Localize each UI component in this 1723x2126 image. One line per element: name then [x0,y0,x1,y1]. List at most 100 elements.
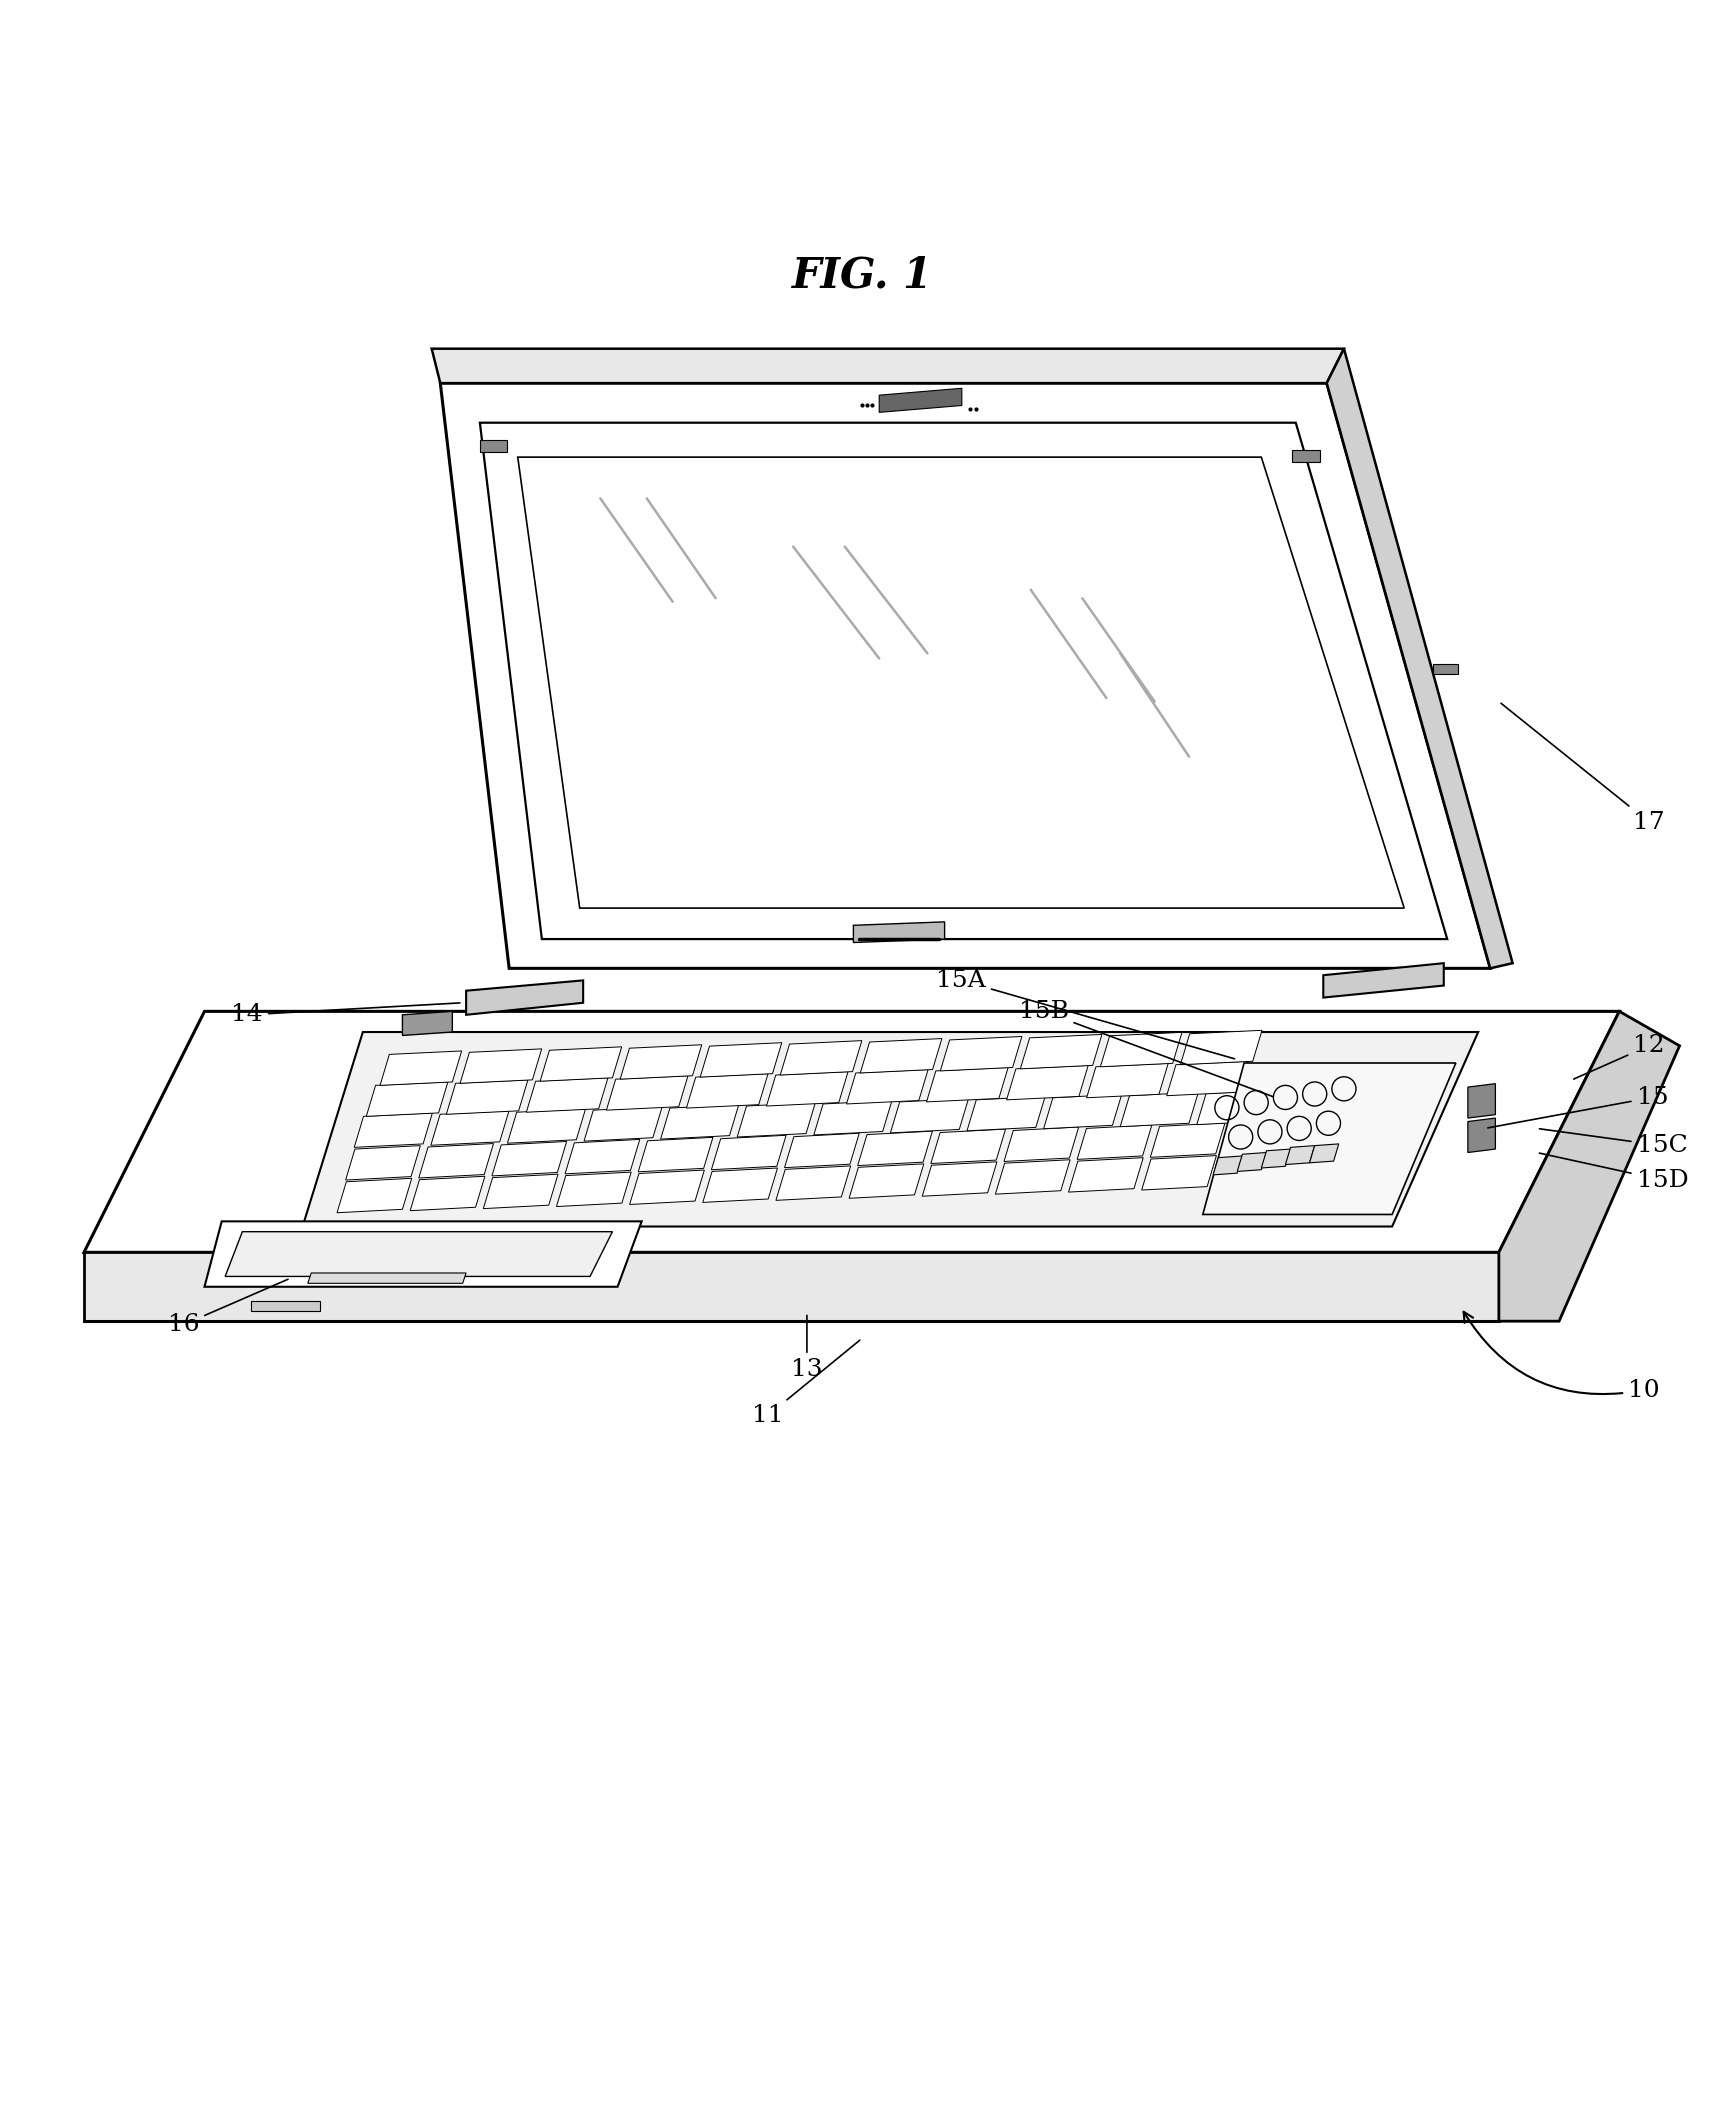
Polygon shape [889,1099,968,1133]
Polygon shape [1003,1127,1079,1161]
Polygon shape [1309,1144,1339,1163]
Polygon shape [712,1135,786,1169]
Polygon shape [629,1169,705,1205]
Polygon shape [1166,1061,1247,1095]
Polygon shape [1196,1091,1275,1125]
Polygon shape [1466,1118,1494,1152]
Text: 11: 11 [751,1339,860,1427]
Polygon shape [365,1082,448,1116]
Polygon shape [737,1103,815,1137]
Polygon shape [1141,1157,1216,1191]
Text: 14: 14 [231,1003,460,1027]
Polygon shape [1203,1063,1454,1214]
Polygon shape [858,1131,932,1165]
Polygon shape [479,423,1446,940]
Polygon shape [930,1129,1005,1163]
Text: FIG. 1: FIG. 1 [791,253,932,296]
Polygon shape [1068,1159,1142,1193]
Polygon shape [784,1133,858,1167]
Polygon shape [620,1044,701,1080]
Polygon shape [1085,1063,1168,1097]
Polygon shape [252,1301,320,1312]
Polygon shape [638,1137,713,1171]
Polygon shape [1285,1146,1315,1165]
Polygon shape [1292,451,1320,461]
Polygon shape [1180,1031,1261,1065]
Polygon shape [994,1159,1070,1195]
Polygon shape [1077,1125,1151,1159]
Polygon shape [1120,1093,1197,1127]
Polygon shape [353,1112,432,1148]
Polygon shape [539,1046,622,1082]
Polygon shape [479,440,507,453]
Polygon shape [849,1163,924,1199]
Polygon shape [1237,1152,1266,1171]
Polygon shape [1213,1157,1242,1176]
Polygon shape [303,1031,1477,1227]
Text: 13: 13 [791,1316,822,1382]
Polygon shape [1099,1033,1182,1067]
Polygon shape [439,383,1489,967]
Text: 15B: 15B [1018,999,1272,1097]
Polygon shape [922,1161,996,1197]
Polygon shape [345,1146,420,1180]
Polygon shape [482,1174,558,1208]
Polygon shape [1042,1095,1122,1129]
Polygon shape [1223,1120,1297,1154]
Polygon shape [1466,1084,1494,1118]
Polygon shape [205,1220,641,1286]
Polygon shape [410,1176,484,1210]
Polygon shape [1006,1065,1087,1099]
Polygon shape [565,1140,639,1174]
Text: 10: 10 [1463,1312,1659,1401]
Polygon shape [419,1144,493,1178]
Polygon shape [606,1076,687,1110]
Polygon shape [1215,1154,1289,1188]
Polygon shape [557,1171,631,1208]
Polygon shape [84,1252,1497,1320]
Polygon shape [1261,1148,1291,1167]
Text: 15A: 15A [936,969,1234,1059]
Polygon shape [226,1231,612,1276]
Polygon shape [1149,1123,1225,1157]
Polygon shape [379,1050,462,1086]
Polygon shape [491,1142,567,1176]
Polygon shape [308,1273,465,1284]
Polygon shape [775,1165,849,1201]
Polygon shape [84,1012,1618,1252]
Polygon shape [507,1110,586,1144]
Polygon shape [465,980,582,1014]
Text: 12: 12 [1573,1033,1664,1080]
Text: 15C: 15C [1539,1129,1687,1157]
Polygon shape [431,349,1344,383]
Polygon shape [660,1106,739,1140]
Polygon shape [700,1042,781,1078]
Polygon shape [446,1080,527,1114]
Polygon shape [1323,963,1442,997]
Polygon shape [1020,1035,1101,1069]
Text: 17: 17 [1501,704,1664,833]
Polygon shape [853,923,944,942]
Polygon shape [526,1078,608,1112]
Polygon shape [686,1074,767,1108]
Polygon shape [703,1167,777,1203]
Text: 15D: 15D [1539,1152,1687,1191]
Polygon shape [939,1037,1022,1072]
Polygon shape [517,457,1403,908]
Polygon shape [925,1067,1008,1101]
Polygon shape [1497,1012,1678,1320]
Polygon shape [846,1069,927,1103]
Polygon shape [584,1108,662,1142]
Polygon shape [967,1097,1044,1131]
Polygon shape [879,389,961,412]
Polygon shape [813,1101,891,1135]
Polygon shape [781,1040,862,1076]
Text: 16: 16 [167,1280,288,1335]
Text: 15: 15 [1487,1086,1668,1129]
Polygon shape [860,1040,941,1074]
Polygon shape [460,1048,541,1084]
Polygon shape [336,1178,412,1212]
Polygon shape [1327,349,1511,967]
Polygon shape [767,1072,848,1106]
Polygon shape [1432,663,1456,674]
